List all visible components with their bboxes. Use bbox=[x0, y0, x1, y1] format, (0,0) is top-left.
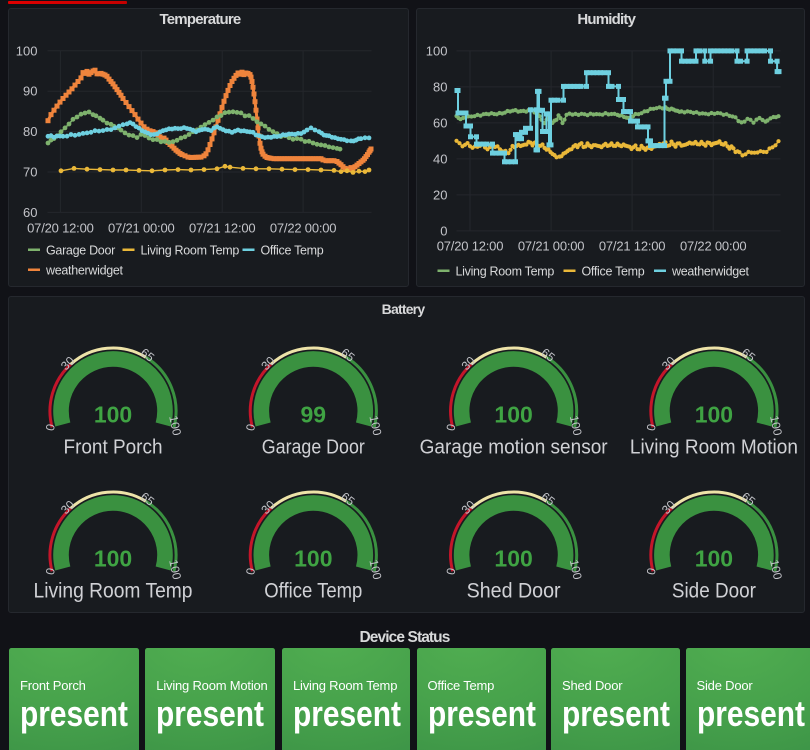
svg-text:Office Temp: Office Temp bbox=[581, 265, 644, 279]
svg-text:60: 60 bbox=[23, 205, 37, 220]
svg-text:100: 100 bbox=[366, 558, 384, 581]
svg-text:60: 60 bbox=[433, 115, 447, 130]
svg-text:100: 100 bbox=[567, 558, 585, 581]
svg-text:0: 0 bbox=[43, 422, 58, 432]
svg-text:weatherwidget: weatherwidget bbox=[671, 265, 750, 279]
svg-text:Living Room Temp: Living Room Temp bbox=[455, 265, 554, 279]
svg-text:weatherwidget: weatherwidget bbox=[45, 264, 124, 278]
svg-text:Office Temp: Office Temp bbox=[261, 244, 324, 258]
svg-text:Shed Door: Shed Door bbox=[467, 580, 561, 603]
svg-text:Side Door: Side Door bbox=[672, 580, 756, 603]
svg-text:0: 0 bbox=[440, 223, 447, 238]
svg-text:100: 100 bbox=[567, 414, 585, 437]
svg-text:100: 100 bbox=[695, 546, 733, 572]
svg-text:Garage motion sensor: Garage motion sensor bbox=[420, 437, 608, 459]
svg-text:40: 40 bbox=[433, 151, 447, 166]
svg-text:Living Room Temp: Living Room Temp bbox=[34, 580, 193, 603]
svg-text:07/21 12:00: 07/21 12:00 bbox=[598, 239, 664, 254]
svg-text:70: 70 bbox=[23, 165, 37, 180]
svg-text:100: 100 bbox=[294, 546, 332, 572]
svg-text:20: 20 bbox=[433, 187, 447, 202]
svg-text:0: 0 bbox=[243, 566, 258, 576]
svg-text:07/21 00:00: 07/21 00:00 bbox=[517, 239, 583, 254]
svg-text:07/20 12:00: 07/20 12:00 bbox=[436, 239, 502, 254]
svg-text:0: 0 bbox=[443, 566, 458, 576]
svg-text:07/22 00:00: 07/22 00:00 bbox=[270, 221, 336, 236]
svg-text:Office Temp: Office Temp bbox=[264, 580, 362, 603]
svg-text:0: 0 bbox=[243, 422, 258, 432]
svg-text:07/21 12:00: 07/21 12:00 bbox=[189, 221, 255, 236]
svg-text:100: 100 bbox=[94, 546, 132, 572]
svg-text:Living Room Temp: Living Room Temp bbox=[141, 244, 240, 258]
svg-text:100: 100 bbox=[94, 402, 132, 428]
svg-text:100: 100 bbox=[695, 402, 733, 428]
svg-text:100: 100 bbox=[425, 43, 447, 58]
svg-text:100: 100 bbox=[767, 414, 785, 437]
svg-text:Living Room Motion: Living Room Motion bbox=[630, 437, 798, 459]
svg-text:100: 100 bbox=[494, 402, 532, 428]
svg-text:100: 100 bbox=[166, 558, 184, 581]
svg-text:0: 0 bbox=[43, 566, 58, 576]
svg-text:100: 100 bbox=[16, 43, 38, 58]
svg-text:100: 100 bbox=[166, 414, 184, 437]
svg-text:100: 100 bbox=[767, 558, 785, 581]
svg-text:Garage Door: Garage Door bbox=[46, 244, 115, 258]
svg-text:07/20 12:00: 07/20 12:00 bbox=[27, 221, 93, 236]
svg-text:07/22 00:00: 07/22 00:00 bbox=[679, 239, 745, 254]
svg-text:0: 0 bbox=[644, 422, 659, 432]
svg-text:80: 80 bbox=[433, 79, 447, 94]
svg-text:90: 90 bbox=[23, 84, 37, 99]
svg-text:Garage Door: Garage Door bbox=[262, 437, 365, 459]
svg-text:80: 80 bbox=[23, 124, 37, 139]
svg-text:100: 100 bbox=[494, 546, 532, 572]
svg-text:0: 0 bbox=[644, 566, 659, 576]
svg-text:99: 99 bbox=[301, 402, 327, 428]
svg-text:100: 100 bbox=[366, 414, 384, 437]
svg-text:07/21 00:00: 07/21 00:00 bbox=[108, 221, 174, 236]
svg-text:Front Porch: Front Porch bbox=[64, 437, 163, 459]
svg-text:0: 0 bbox=[443, 422, 458, 432]
